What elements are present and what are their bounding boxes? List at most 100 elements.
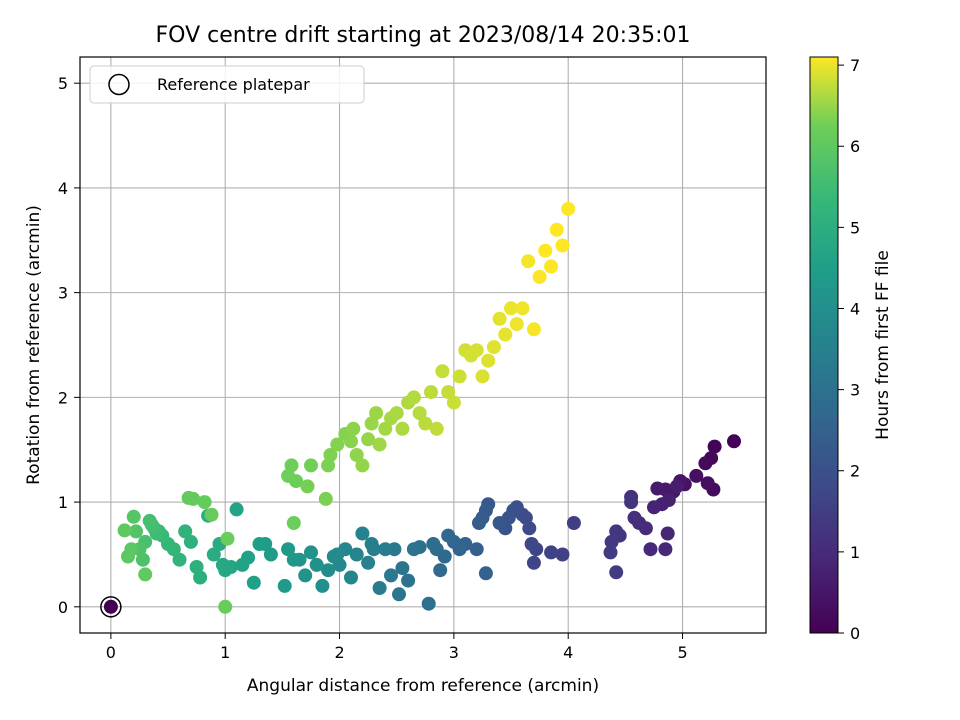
- scatter-point: [504, 301, 518, 316]
- scatter-point: [538, 243, 553, 258]
- scatter-point: [561, 201, 576, 216]
- scatter-point: [429, 421, 444, 436]
- scatter-point: [524, 537, 539, 551]
- y-tick-label: 5: [58, 74, 68, 93]
- scatter-point: [452, 369, 467, 384]
- scatter-point: [286, 516, 301, 530]
- x-tick-label: 2: [334, 643, 344, 662]
- scatter-point: [647, 500, 661, 515]
- scatter-point: [126, 509, 141, 524]
- scatter-point: [389, 406, 404, 421]
- scatter-point: [406, 542, 421, 557]
- scatter-point: [532, 269, 547, 284]
- scatter-point: [549, 222, 564, 237]
- scatter-point: [650, 481, 665, 496]
- scatter-point: [627, 510, 642, 525]
- scatter-point: [446, 395, 461, 410]
- scatter-point: [315, 578, 330, 593]
- scatter-point: [478, 566, 493, 581]
- scatter-point: [181, 490, 196, 505]
- scatter-point: [522, 521, 537, 536]
- scatter-point: [727, 434, 741, 449]
- scatter-point: [372, 437, 387, 452]
- scatter-point: [555, 238, 570, 253]
- scatter-point: [492, 516, 507, 530]
- scatter-point: [364, 537, 379, 551]
- scatter-point: [218, 599, 233, 614]
- plot-frame: [79, 56, 767, 634]
- x-tick-label: 3: [449, 643, 459, 662]
- scatter-point: [515, 301, 530, 316]
- x-tick-label: 1: [220, 643, 230, 662]
- scatter-point: [277, 578, 292, 593]
- scatter-point: [469, 542, 484, 557]
- colorbar-ticks: 0 1 2 3 4 5 6 7: [838, 56, 860, 643]
- y-tick-label: 2: [58, 388, 68, 407]
- scatter-point: [509, 317, 524, 332]
- scatter-point: [689, 468, 704, 483]
- scatter-point: [121, 549, 135, 564]
- y-tick-label: 1: [58, 493, 68, 512]
- scatter-point: [103, 599, 118, 614]
- legend-entry-label: Reference platepar: [157, 75, 310, 94]
- scatter-point: [609, 524, 624, 539]
- colorbar-tick-label: 0: [850, 624, 860, 643]
- scatter-point: [700, 476, 715, 491]
- scatter-point: [395, 421, 410, 436]
- scatter-point: [304, 458, 318, 473]
- reference-marker-group: [100, 596, 122, 618]
- scatter-point: [378, 421, 393, 436]
- scatter-point: [412, 406, 427, 421]
- y-tick-label: 0: [58, 598, 68, 617]
- scatter-point: [298, 568, 313, 583]
- scatter-point: [609, 565, 624, 580]
- x-tick-label: 4: [563, 643, 573, 662]
- scatter-point: [138, 567, 153, 582]
- scatter-point: [229, 502, 244, 517]
- scatter-point: [469, 343, 484, 358]
- scatter-point: [117, 523, 132, 538]
- scatter-point: [178, 524, 193, 539]
- scatter-point: [355, 458, 370, 473]
- scatter-point: [323, 448, 338, 462]
- scatter-point: [369, 406, 384, 421]
- scatter-point: [441, 385, 456, 400]
- scatter-point: [204, 507, 219, 522]
- x-axis-ticks: 0 1 2 3 4 5: [106, 633, 688, 662]
- scatter-points: [103, 201, 741, 614]
- colorbar-gradient: [809, 56, 839, 634]
- scatter-point: [435, 364, 450, 379]
- colorbar-tick-label: 2: [850, 462, 860, 481]
- scatter-point: [521, 254, 536, 269]
- scatter-point: [263, 547, 278, 562]
- scatter-point: [526, 322, 541, 337]
- legend-box: [89, 65, 365, 104]
- scatter-point: [344, 434, 358, 449]
- colorbar-label: Hours from first FF file: [873, 250, 893, 440]
- scatter-point: [395, 561, 410, 576]
- scatter-point: [660, 526, 675, 541]
- x-axis-label: Angular distance from reference (arcmin): [247, 676, 599, 696]
- scatter-point: [349, 448, 364, 462]
- scatter-point: [129, 524, 143, 539]
- scatter-point: [189, 560, 204, 574]
- scatter-point: [624, 495, 639, 510]
- scatter-point: [346, 421, 361, 436]
- scatter-point: [544, 545, 559, 560]
- y-axis-ticks: 0 1 2 3 4 5: [58, 74, 80, 617]
- scatter-point: [418, 416, 433, 431]
- colorbar-tick-label: 4: [850, 299, 860, 318]
- scatter-point: [426, 537, 441, 551]
- scatter-point: [326, 549, 341, 564]
- legend-marker-icon: [108, 73, 130, 96]
- scatter-point: [330, 437, 345, 452]
- scatter-point: [424, 385, 438, 400]
- scatter-point: [401, 573, 416, 588]
- scatter-point: [421, 596, 436, 611]
- scatter-point: [406, 390, 421, 405]
- scatter-point: [441, 528, 456, 543]
- colorbar-tick-label: 5: [850, 218, 860, 237]
- scatter-point: [384, 568, 398, 583]
